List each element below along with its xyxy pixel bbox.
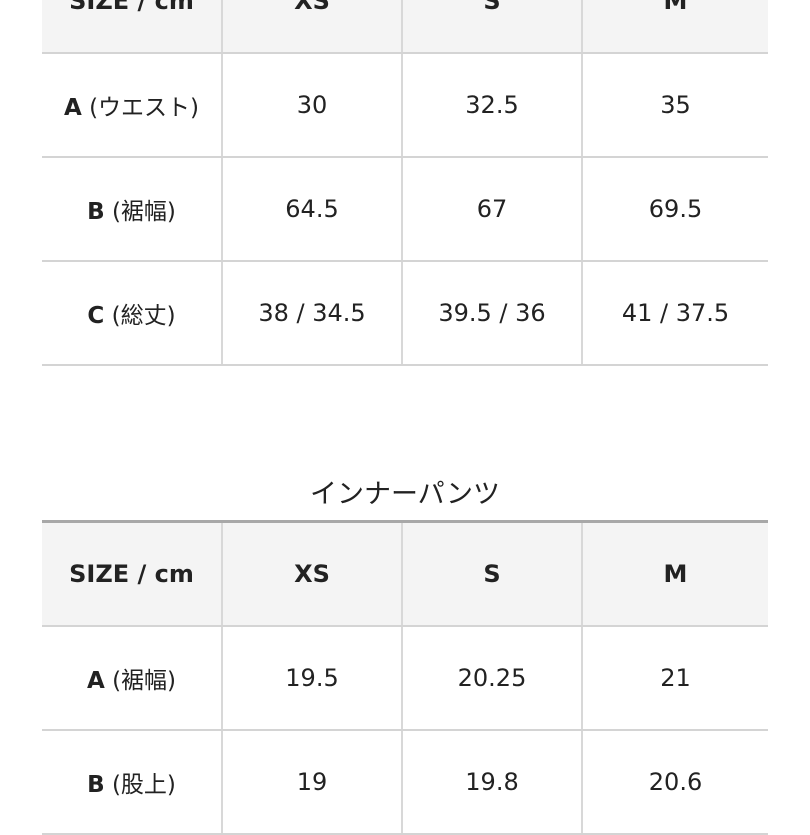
table-cell: 41 / 37.5	[581, 261, 768, 366]
row-label: C (総丈)	[42, 261, 222, 366]
row-label: B (裾幅)	[42, 157, 222, 262]
size-table-skirt: SIZE / cm XS S M A (ウエスト) 30 32.5 35 B (…	[42, 0, 768, 366]
table-row: A (裾幅) 19.5 20.25 21	[42, 626, 768, 731]
table-row: A (ウエスト) 30 32.5 35	[42, 53, 768, 158]
row-label: A (ウエスト)	[42, 53, 222, 158]
table-cell: 19.8	[401, 730, 582, 835]
section-title: インナーパンツ	[309, 479, 501, 510]
table-cell: 20.6	[581, 730, 768, 835]
header-cell: SIZE / cm	[42, 0, 222, 54]
table-cell: 39.5 / 36	[401, 261, 582, 366]
table-cell: 19	[221, 730, 402, 835]
table-row: B (裾幅) 64.5 67 69.5	[42, 157, 768, 262]
table-cell: 69.5	[581, 157, 768, 262]
table-row: C (総丈) 38 / 34.5 39.5 / 36 41 / 37.5	[42, 261, 768, 366]
header-cell: M	[581, 0, 768, 54]
row-label: A (裾幅)	[42, 626, 222, 731]
header-cell: S	[401, 521, 582, 627]
header-cell: S	[401, 0, 582, 54]
header-cell: XS	[221, 0, 402, 54]
table-cell: 20.25	[401, 626, 582, 731]
table-cell: 21	[581, 626, 768, 731]
header-cell: M	[581, 521, 768, 627]
size-table-inner-pants: SIZE / cm XS S M A (裾幅) 19.5 20.25 21 B …	[42, 520, 768, 835]
table-cell: 30	[221, 53, 402, 158]
row-label: B (股上)	[42, 730, 222, 835]
table-cell: 67	[401, 157, 582, 262]
table-header-row: SIZE / cm XS S M	[42, 521, 768, 627]
table-cell: 19.5	[221, 626, 402, 731]
header-cell: SIZE / cm	[42, 521, 222, 627]
table-row: B (股上) 19 19.8 20.6	[42, 730, 768, 835]
table-cell: 32.5	[401, 53, 582, 158]
table-header-row: SIZE / cm XS S M	[42, 0, 768, 54]
table-cell: 38 / 34.5	[221, 261, 402, 366]
header-cell: XS	[221, 521, 402, 627]
table-cell: 35	[581, 53, 768, 158]
table-cell: 64.5	[221, 157, 402, 262]
